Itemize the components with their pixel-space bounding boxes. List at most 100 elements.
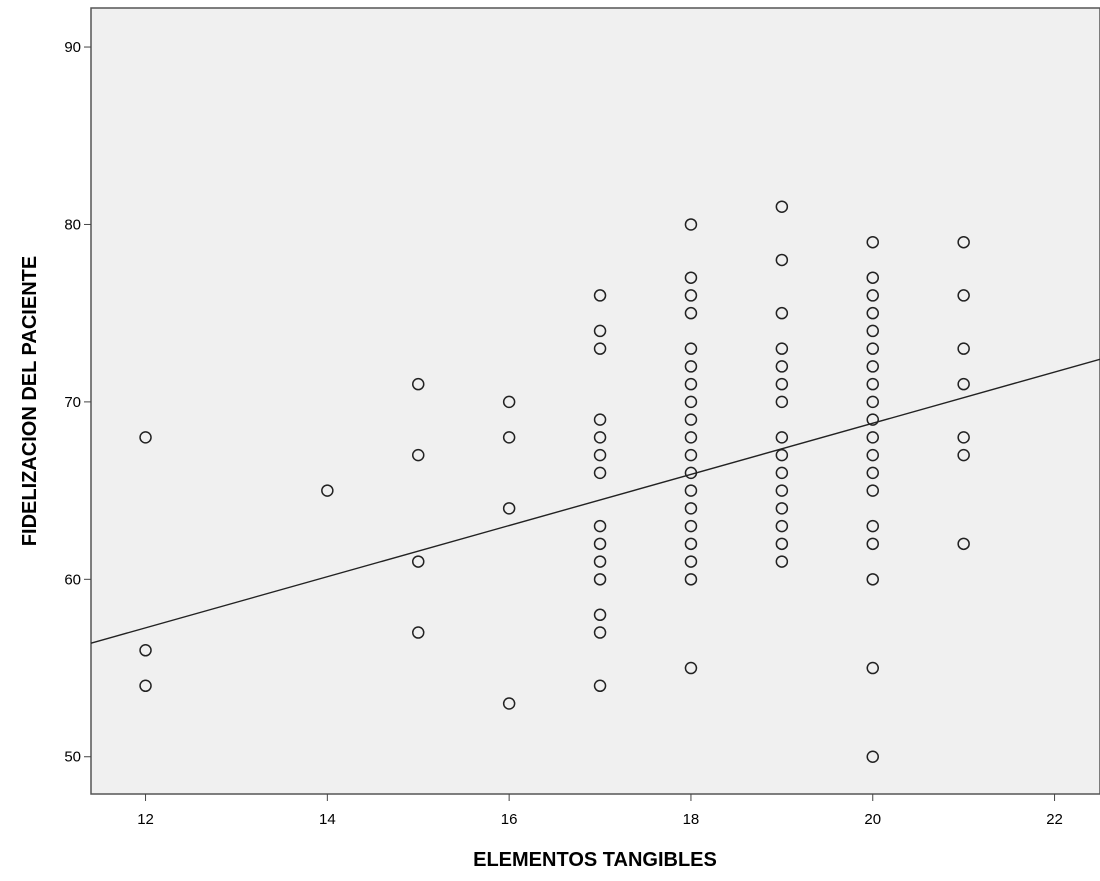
x-axis: 12 14 16 18 20 22 xyxy=(137,794,1063,828)
data-point xyxy=(866,377,879,391)
data-point xyxy=(684,413,698,426)
data-point xyxy=(775,306,789,320)
data-point xyxy=(775,342,789,355)
data-point xyxy=(775,555,789,568)
data-point xyxy=(684,306,698,320)
data-point xyxy=(411,555,425,568)
data-point xyxy=(775,395,789,409)
data-point xyxy=(866,448,879,462)
data-point xyxy=(684,537,698,551)
x-tick-label: 16 xyxy=(501,811,518,828)
plot-area xyxy=(90,7,1100,795)
data-point xyxy=(866,661,879,675)
data-point xyxy=(139,679,152,693)
data-point xyxy=(775,360,789,373)
data-point xyxy=(957,431,970,444)
data-point xyxy=(957,235,970,249)
data-point xyxy=(866,271,879,284)
data-point xyxy=(684,466,698,480)
x-tick-label: 22 xyxy=(1046,811,1063,828)
data-point xyxy=(593,289,607,302)
data-point xyxy=(684,502,698,515)
y-tick-label: 70 xyxy=(64,394,81,411)
data-point xyxy=(502,502,516,515)
data-point xyxy=(775,502,789,515)
data-point xyxy=(775,377,789,391)
data-point xyxy=(957,377,970,391)
data-point xyxy=(775,253,789,267)
data-point xyxy=(866,519,879,533)
data-point xyxy=(684,573,698,586)
data-point xyxy=(684,448,698,462)
data-point xyxy=(593,342,607,355)
data-point xyxy=(866,466,879,480)
data-point xyxy=(684,360,698,373)
data-point xyxy=(775,466,789,480)
data-point xyxy=(957,537,970,551)
y-tick-label: 80 xyxy=(64,216,81,233)
data-point xyxy=(321,484,334,497)
data-point xyxy=(684,289,698,302)
data-point xyxy=(593,519,607,533)
data-point xyxy=(957,289,970,302)
data-point xyxy=(502,697,516,710)
data-point xyxy=(866,484,879,497)
data-point xyxy=(684,519,698,533)
data-point xyxy=(775,200,789,213)
data-point xyxy=(775,448,789,462)
data-point xyxy=(139,431,152,444)
data-point xyxy=(866,537,879,551)
x-tick-label: 14 xyxy=(319,811,336,828)
x-axis-title: ELEMENTOS TANGIBLES xyxy=(473,849,717,871)
data-point xyxy=(866,431,879,444)
data-point xyxy=(593,573,607,586)
data-point xyxy=(866,573,879,586)
data-point xyxy=(684,431,698,444)
data-point xyxy=(593,324,607,338)
data-point xyxy=(775,519,789,533)
data-point xyxy=(684,342,698,355)
y-axis-title: FIDELIZACION DEL PACIENTE xyxy=(19,256,41,546)
data-point xyxy=(593,626,607,639)
data-points xyxy=(139,200,970,763)
data-point xyxy=(866,306,879,320)
data-point xyxy=(684,271,698,284)
data-point xyxy=(775,431,789,444)
data-point xyxy=(866,360,879,373)
data-point xyxy=(866,395,879,409)
data-point xyxy=(411,377,425,391)
y-tick-label: 60 xyxy=(64,571,81,588)
y-axis: 50 60 70 80 90 xyxy=(64,39,91,766)
data-point xyxy=(957,342,970,355)
data-point xyxy=(866,413,879,426)
data-point xyxy=(139,644,152,657)
data-point xyxy=(866,235,879,249)
data-point xyxy=(866,324,879,338)
data-point xyxy=(775,484,789,497)
data-point xyxy=(866,342,879,355)
data-point xyxy=(593,537,607,551)
data-point xyxy=(593,466,607,480)
x-tick-label: 20 xyxy=(864,811,881,828)
data-point xyxy=(593,413,607,426)
data-point xyxy=(593,555,607,568)
data-point xyxy=(411,448,425,462)
y-tick-label: 50 xyxy=(64,749,81,766)
data-point xyxy=(684,377,698,391)
data-point xyxy=(775,537,789,551)
data-point xyxy=(866,750,879,763)
data-point xyxy=(593,608,607,622)
data-point xyxy=(684,661,698,675)
fit-line xyxy=(90,358,1100,644)
data-point xyxy=(684,555,698,568)
data-point xyxy=(502,431,516,444)
data-point xyxy=(684,484,698,497)
data-point xyxy=(502,395,516,409)
data-point xyxy=(866,289,879,302)
x-tick-label: 18 xyxy=(683,811,700,828)
data-point xyxy=(684,218,698,231)
data-point xyxy=(593,679,607,693)
data-point xyxy=(684,395,698,409)
